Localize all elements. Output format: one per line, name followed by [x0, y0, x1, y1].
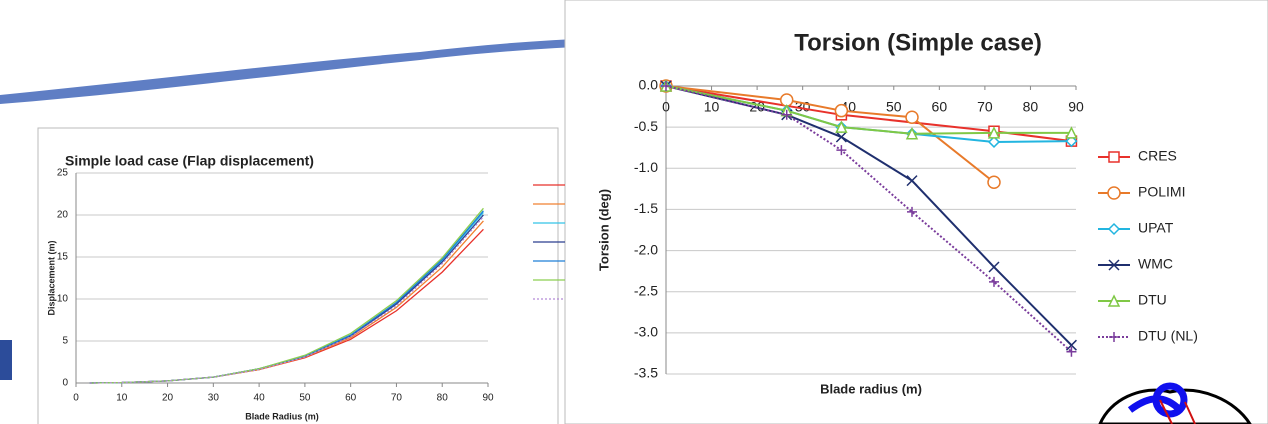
marker: [1065, 339, 1077, 351]
y-tick-label: -2.5: [634, 282, 658, 298]
series: [661, 81, 1077, 357]
line: [665, 85, 1072, 135]
x-tick-label: 90: [482, 393, 494, 404]
x-tick-label: 10: [704, 99, 720, 115]
marker: [988, 261, 1000, 273]
marker: [987, 175, 1001, 190]
marker: [1065, 126, 1078, 139]
x-tick-label: 40: [254, 393, 266, 404]
marker: [907, 206, 917, 217]
y-tick-label: -2.0: [634, 241, 658, 257]
y-tick-label: -1.5: [634, 200, 658, 216]
y-tick-label: -3.5: [634, 365, 658, 381]
y-tick-label: -1.0: [634, 159, 658, 175]
x-tick-label: 20: [749, 99, 765, 115]
marker: [987, 126, 1001, 139]
series: [89, 207, 484, 384]
line: [89, 216, 484, 384]
marker: [661, 81, 671, 91]
x-tick-label: 80: [1023, 99, 1039, 115]
line: [89, 207, 484, 384]
line: [665, 85, 1073, 346]
decor-edge: [0, 340, 12, 380]
legend-marker: [1107, 222, 1121, 236]
legend-label: WMC: [1138, 256, 1173, 272]
marker: [987, 135, 1001, 149]
x-tick-label: 50: [886, 99, 902, 115]
marker: [1066, 346, 1077, 357]
y-tick-label: -0.5: [634, 118, 658, 134]
marker: [835, 131, 847, 143]
y-tick-label: 25: [57, 168, 69, 179]
x-tick-label: 70: [391, 393, 403, 404]
marker: [781, 109, 792, 120]
y-axis-title: Torsion (deg): [596, 189, 611, 271]
x-tick-label: 30: [208, 393, 220, 404]
x-axis-title: Blade radius (m): [820, 381, 922, 396]
x-tick-label: 60: [345, 393, 357, 404]
chart-title: Torsion (Simple case): [794, 29, 1042, 56]
marker: [905, 110, 919, 125]
legend-label: DTU: [1138, 292, 1167, 308]
y-axis-title: Displacement (m): [46, 240, 56, 315]
y-tick-label: 5: [62, 336, 68, 347]
line: [665, 85, 1073, 353]
y-tick-label: 20: [57, 210, 69, 221]
legend-marker: [1107, 294, 1121, 307]
legend-label: DTU (NL): [1138, 328, 1198, 344]
x-tick-label: 60: [932, 99, 948, 115]
x-tick-label: 10: [116, 393, 128, 404]
marker: [905, 127, 919, 140]
panel-1: [37, 127, 559, 424]
x-axis-title: Blade Radius (m): [245, 411, 319, 421]
x-tick-label: 20: [162, 393, 174, 404]
legend-label: POLIMI: [1138, 184, 1185, 200]
x-tick-label: 50: [299, 393, 311, 404]
x-tick-label: 80: [437, 393, 449, 404]
marker: [834, 103, 849, 118]
y-tick-label: 0: [62, 378, 68, 389]
marker: [906, 175, 918, 187]
decor-swoosh: [0, 38, 600, 104]
y-tick-label: 10: [57, 294, 69, 305]
legend-label: UPAT: [1138, 220, 1174, 236]
legend-marker: [1109, 332, 1119, 342]
y-tick-label: 0.0: [639, 77, 659, 93]
legend-label: CRES: [1138, 148, 1177, 164]
y-tick-label: 15: [57, 252, 69, 263]
legend-marker: [1108, 259, 1120, 271]
legend-marker: [1108, 151, 1120, 163]
x-tick-label: 90: [1068, 99, 1084, 115]
series: [89, 216, 484, 384]
x-tick-label: 0: [73, 393, 79, 404]
y-tick-label: -3.0: [634, 324, 658, 340]
x-tick-label: 70: [977, 99, 993, 115]
marker: [989, 276, 999, 287]
decor-figure: [1098, 382, 1252, 424]
legend-marker: [1107, 186, 1121, 200]
x-tick-label: 0: [662, 99, 670, 115]
marker: [836, 145, 847, 156]
marker: [835, 120, 848, 133]
chart-title: Simple load case (Flap displacement): [65, 153, 314, 169]
